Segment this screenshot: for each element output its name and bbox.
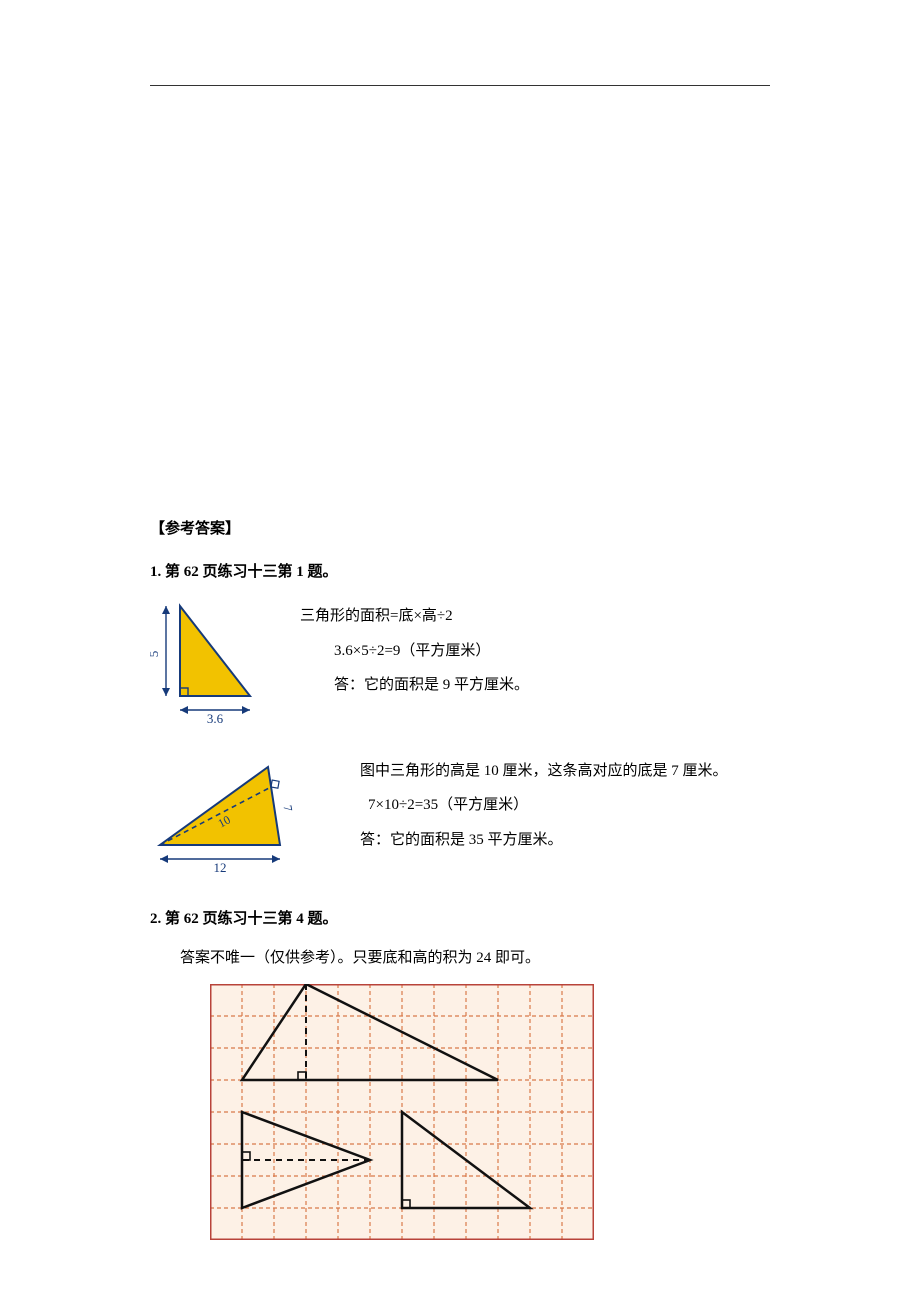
triangle-a-figure: 5 3.6: [150, 596, 270, 737]
q2-note: 答案不唯一（仅供参考）。只要底和高的积为 24 即可。: [180, 944, 770, 973]
q1b-block: 10 7 12 图中三角形的高是 10 厘米，这条高对应的底是 7 厘米。 7×…: [150, 755, 770, 886]
svg-text:5: 5: [150, 651, 161, 658]
svg-text:3.6: 3.6: [207, 711, 224, 726]
q1b-line1: 图中三角形的高是 10 厘米，这条高对应的底是 7 厘米。: [360, 757, 770, 786]
q1b-line2: 7×10÷2=35（平方厘米）: [360, 791, 770, 820]
q2-grid-figure: [210, 984, 770, 1251]
answer-content: 【参考答案】 1. 第 62 页练习十三第 1 题。 5: [150, 515, 770, 1251]
q2-title: 2. 第 62 页练习十三第 4 题。: [150, 905, 770, 934]
q1a-explanation: 三角形的面积=底×高÷2 3.6×5÷2=9（平方厘米） 答：它的面积是 9 平…: [300, 596, 770, 706]
q1-title: 1. 第 62 页练习十三第 1 题。: [150, 558, 770, 587]
answers-heading: 【参考答案】: [150, 515, 770, 544]
triangle-b-figure: 10 7 12: [150, 755, 330, 886]
q1a-block: 5 3.6 三角形的面积=底×高÷2 3.6×5÷2=9（平方厘米） 答：它的面…: [150, 596, 770, 737]
q1a-line1: 三角形的面积=底×高÷2: [300, 602, 770, 631]
svg-text:7: 7: [281, 804, 296, 812]
q1a-line2: 3.6×5÷2=9（平方厘米）: [300, 637, 770, 666]
q1b-explanation: 图中三角形的高是 10 厘米，这条高对应的底是 7 厘米。 7×10÷2=35（…: [360, 755, 770, 861]
q1a-line3: 答：它的面积是 9 平方厘米。: [300, 671, 770, 700]
svg-text:12: 12: [214, 860, 227, 875]
top-rule: [150, 85, 770, 86]
q1b-line3: 答：它的面积是 35 平方厘米。: [360, 826, 770, 855]
